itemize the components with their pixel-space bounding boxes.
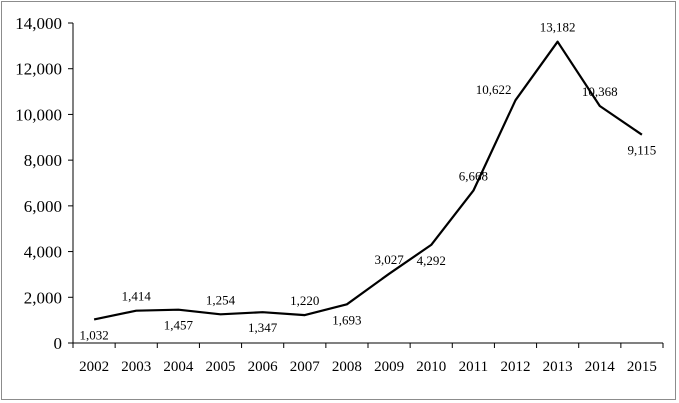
x-tick-label: 2003: [121, 359, 151, 375]
y-tick-label: 8,000: [24, 151, 62, 170]
data-label: 1,032: [79, 327, 108, 342]
data-label: 1,457: [164, 318, 194, 333]
series-line: [93, 40, 643, 321]
data-labels: 1,032 1,414 1,457 1,254 1,347 1,220 1,693 3,027…: [79, 20, 656, 343]
data-label: 1,414: [122, 289, 152, 304]
x-tick-label: 2007: [290, 359, 321, 375]
y-tick-label: 12,000: [15, 60, 62, 79]
data-label: 1,347: [248, 320, 278, 335]
y-tick-label: 4,000: [24, 243, 62, 262]
x-tick-label: 2009: [374, 359, 404, 375]
x-tick-label: 2002: [79, 359, 109, 375]
y-tick-label: 0: [54, 334, 63, 353]
x-tick-label: 2013: [543, 359, 573, 375]
chart-axes: [68, 22, 664, 348]
series-lines: [93, 40, 643, 321]
y-tick-label: 10,000: [15, 105, 62, 124]
tick-labels: 0 2,000 4,000 6,000 8,000 10,000 12,000 14,000 2…: [15, 14, 657, 375]
x-tick-label: 2008: [332, 359, 362, 375]
x-tick-label: 2005: [206, 359, 236, 375]
data-label: 13,182: [540, 20, 576, 35]
x-tick-label: 2012: [501, 359, 531, 375]
x-tick-label: 2014: [585, 359, 616, 375]
data-label: 1,220: [290, 293, 319, 308]
data-label: 1,693: [332, 312, 361, 327]
x-tick-label: 2010: [416, 359, 446, 375]
y-tick-label: 14,000: [15, 14, 62, 33]
data-label: 1,254: [206, 292, 236, 307]
y-tick-label: 2,000: [24, 288, 62, 307]
data-label: 6,668: [459, 169, 488, 184]
data-label: 10,622: [476, 82, 512, 97]
x-tick-label: 2011: [459, 359, 488, 375]
x-tick-label: 2015: [627, 359, 657, 375]
x-tick-label: 2004: [163, 359, 194, 375]
x-tick-label: 2006: [248, 359, 279, 375]
data-label: 4,292: [417, 253, 446, 268]
data-label: 9,115: [628, 143, 657, 158]
data-label: 10,368: [582, 84, 618, 99]
data-label: 3,027: [374, 252, 404, 267]
y-tick-label: 6,000: [24, 197, 62, 216]
